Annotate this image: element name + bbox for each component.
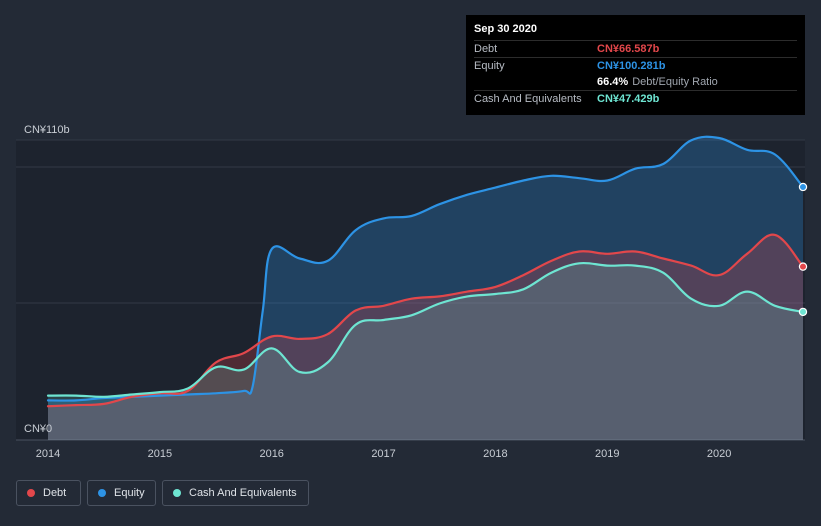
tooltip-ratio-row: 66.4% Debt/Equity Ratio xyxy=(474,74,797,90)
debt-line xyxy=(46,233,805,408)
legend-debt-label: Debt xyxy=(43,487,67,499)
plot-background xyxy=(16,140,805,440)
legend-equity-label: Equity xyxy=(114,487,145,499)
x-tick-label: 2014 xyxy=(36,448,60,460)
x-tick-label: 2017 xyxy=(371,448,395,460)
debt-dot-icon xyxy=(27,489,35,497)
debt-endpoint xyxy=(798,262,808,271)
cash-and-equivalents-line xyxy=(46,261,805,398)
tooltip-cash-value: CN¥47.429b xyxy=(597,93,660,105)
y-axis-bottom-label: CN¥0 xyxy=(24,423,52,435)
x-tick-label: 2020 xyxy=(707,448,731,460)
tooltip-cash-row: Cash And Equivalents CN¥47.429b xyxy=(474,90,797,107)
tooltip-equity-value: CN¥100.281b xyxy=(597,60,666,72)
legend-item-debt[interactable]: Debt xyxy=(16,480,81,506)
tooltip-equity-label: Equity xyxy=(474,60,505,72)
series-endpoints xyxy=(798,182,808,317)
x-tick-label: 2018 xyxy=(483,448,507,460)
equity-endpoint xyxy=(798,182,808,192)
tooltip-equity-row: Equity CN¥100.281b xyxy=(474,57,797,74)
legend-cash-label: Cash And Equivalents xyxy=(189,487,297,499)
x-tick-label: 2019 xyxy=(595,448,619,460)
tooltip-cash-label: Cash And Equivalents xyxy=(474,93,582,105)
legend: Debt Equity Cash And Equivalents xyxy=(16,480,309,506)
x-tick-label: 2015 xyxy=(148,448,172,460)
cash-and-equivalents-endpoint xyxy=(798,307,808,317)
grid xyxy=(16,139,805,441)
tooltip-date: Sep 30 2020 xyxy=(474,23,537,35)
legend-item-cash[interactable]: Cash And Equivalents xyxy=(162,480,309,506)
tooltip-ratio-label: Debt/Equity Ratio xyxy=(632,76,718,88)
tooltip-debt-value: CN¥66.587b xyxy=(597,43,660,55)
series-areas xyxy=(48,136,803,440)
tooltip-debt-row: Debt CN¥66.587b xyxy=(474,40,797,57)
debt-area xyxy=(48,234,803,440)
tooltip-ratio-value: 66.4% xyxy=(597,76,629,88)
data-tooltip: Sep 30 2020 Debt CN¥66.587b Equity CN¥10… xyxy=(466,15,805,115)
equity-area xyxy=(48,136,803,440)
equity-dot-icon xyxy=(98,489,106,497)
cash-dot-icon xyxy=(173,489,181,497)
series-lines xyxy=(46,135,805,408)
equity-line xyxy=(46,135,805,402)
tooltip-debt-label: Debt xyxy=(474,43,498,55)
cash-and-equivalents-area xyxy=(48,262,803,440)
x-axis-ticks: 2014 2015 2016 2017 2018 2019 2020 xyxy=(36,448,732,460)
legend-item-equity[interactable]: Equity xyxy=(87,480,156,506)
y-axis-top-label: CN¥110b xyxy=(24,124,70,136)
x-tick-label: 2016 xyxy=(259,448,283,460)
